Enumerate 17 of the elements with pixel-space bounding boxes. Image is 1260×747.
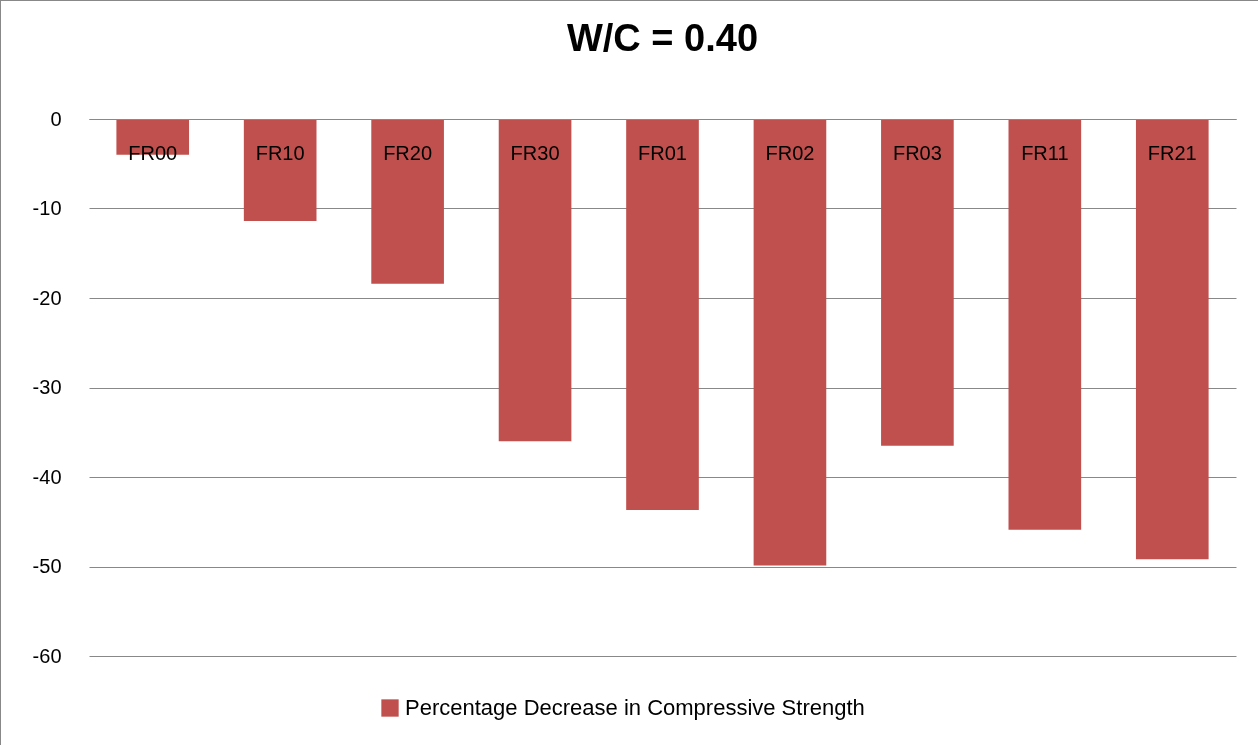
chart-title: W/C = 0.40 xyxy=(566,17,759,59)
y-tick-label: -20 xyxy=(32,286,62,309)
y-tick-label: -10 xyxy=(32,197,62,219)
x-tick-label: FR11 xyxy=(1021,141,1069,164)
y-tick-label: -60 xyxy=(32,644,62,667)
x-tick-label: FR03 xyxy=(892,141,942,164)
x-tick-label: FR20 xyxy=(383,141,433,164)
y-tick-label: -50 xyxy=(32,555,62,577)
y-tick-label: 0 xyxy=(50,107,62,130)
x-tick-label: FR01 xyxy=(638,141,687,164)
x-tick-label: FR02 xyxy=(765,141,815,164)
x-tick-label: FR21 xyxy=(1147,141,1197,164)
x-tick-label: FR10 xyxy=(255,141,305,164)
legend-label: Percentage Decrease in Compressive Strength xyxy=(405,695,865,720)
y-tick-label: -30 xyxy=(32,376,62,398)
x-tick-label: FR30 xyxy=(510,141,560,164)
y-tick-label: -40 xyxy=(32,465,62,488)
